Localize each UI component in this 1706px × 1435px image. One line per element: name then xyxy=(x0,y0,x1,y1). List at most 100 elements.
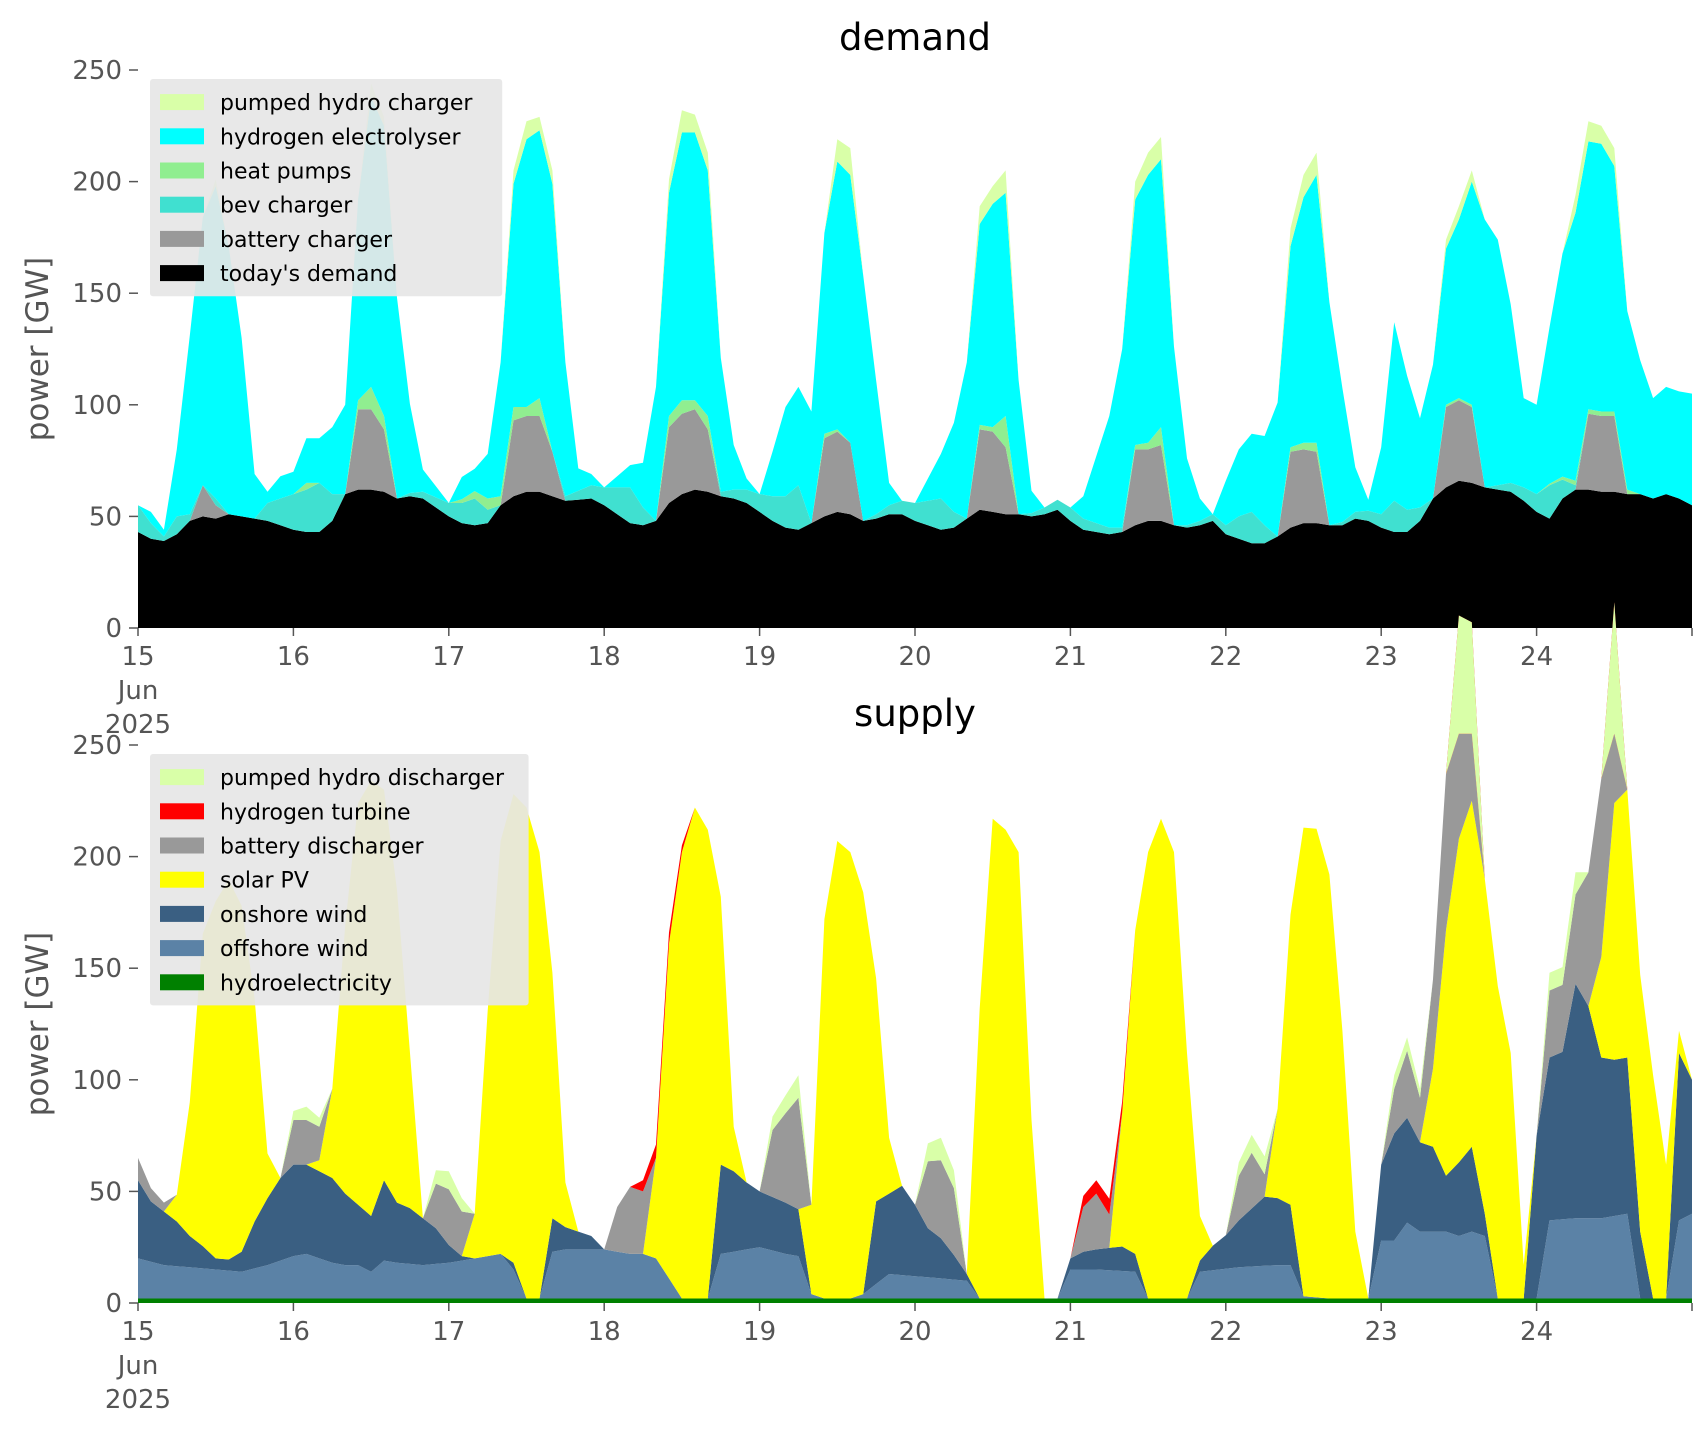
area-pumped-hydro-charger xyxy=(138,83,1692,530)
x-tick-label: 19 xyxy=(743,1317,776,1347)
legend-label-battery-discharger: battery discharger xyxy=(220,835,425,860)
legend-swatch-hydrogen-turbine xyxy=(160,803,204,820)
demand-panel: demand 0 50 100 150 200 250 power [GW] 15 Jun 2025… xyxy=(20,16,1693,740)
x-tick-label-line: 24 xyxy=(1520,642,1553,672)
area-hydroelectricity xyxy=(138,1298,1692,1303)
legend-label-onshore-wind: onshore wind xyxy=(220,903,367,928)
y-axis-label: power [GW] xyxy=(20,257,56,442)
x-tick-label: 20 xyxy=(898,1317,931,1347)
stacked-areas xyxy=(138,83,1692,628)
legend-swatch-pumped-hydro-discharger xyxy=(160,769,204,786)
legend-label-offshore-wind: offshore wind xyxy=(220,937,369,962)
x-tick-label-line: 23 xyxy=(1365,1317,1398,1347)
y-axis: 0 50 100 150 200 250 xyxy=(72,731,138,1319)
x-tick-label-line: 21 xyxy=(1054,1317,1087,1347)
legend-label-pumped-hydro-discharger: pumped hydro discharger xyxy=(220,766,505,791)
area-hydrogen-electrolyser xyxy=(138,96,1692,537)
legend-label-battery-charger: battery charger xyxy=(220,228,393,253)
x-tick-label: 16 xyxy=(277,1317,310,1347)
x-tick-label-line: 15 xyxy=(121,1317,154,1347)
legend-label-pumped-hydro-charger: pumped hydro charger xyxy=(220,91,473,116)
x-tick-label-line: 21 xyxy=(1054,642,1087,672)
supply-panel: supply 0 50 100 150 200 250 power [GW] 15 Jun 2025… xyxy=(20,602,1693,1415)
y-tick-label: 150 xyxy=(72,954,122,984)
y-axis: 0 50 100 150 200 250 xyxy=(72,56,138,644)
x-tick-label-line: 20 xyxy=(898,642,931,672)
y-tick-label: 50 xyxy=(89,1177,122,1207)
x-axis: 15 Jun 2025 16 17 18 19 20 21 22 23 24 xyxy=(105,1303,1693,1415)
area-onshore-wind xyxy=(138,983,1692,1299)
x-tick-label-line: 22 xyxy=(1209,1317,1242,1347)
y-tick-label: 200 xyxy=(72,168,122,198)
y-tick-label: 150 xyxy=(72,279,122,309)
x-tick-label: 24 xyxy=(1520,1317,1553,1347)
y-tick-label: 100 xyxy=(72,391,122,421)
x-tick-label: 22 xyxy=(1209,1317,1242,1347)
area-today-s-demand xyxy=(138,480,1692,628)
x-tick-label-line: 17 xyxy=(432,1317,465,1347)
y-tick-label: 0 xyxy=(105,614,122,644)
x-tick-label-line: 16 xyxy=(277,1317,310,1347)
legend-swatch-offshore-wind xyxy=(160,940,204,957)
x-tick-label: 18 xyxy=(588,642,621,672)
x-tick-label: 17 xyxy=(432,1317,465,1347)
x-tick-label: 18 xyxy=(588,1317,621,1347)
legend: pumped hydro charger hydrogen electrolyse… xyxy=(150,79,503,297)
x-tick-label-line: Jun xyxy=(116,1351,159,1381)
y-tick-label: 100 xyxy=(72,1066,122,1096)
x-tick-label: 24 xyxy=(1520,642,1553,672)
area-battery-charger xyxy=(138,400,1692,544)
x-tick-label-line: 2025 xyxy=(105,710,171,740)
legend-swatch-heat-pumps xyxy=(160,162,204,179)
x-tick-label: 16 xyxy=(277,642,310,672)
legend-swatch-battery-discharger xyxy=(160,837,204,854)
x-tick-label-line: 23 xyxy=(1365,642,1398,672)
chart-title: demand xyxy=(839,16,991,59)
legend-label-hydrogen-electrolyser: hydrogen electrolyser xyxy=(220,125,461,150)
legend-label-heat-pumps: heat pumps xyxy=(220,160,351,185)
y-tick-label: 200 xyxy=(72,843,122,873)
x-tick-label: 21 xyxy=(1054,642,1087,672)
legend-swatch-today-s-demand xyxy=(160,265,204,282)
area-bev-charger xyxy=(138,400,1692,544)
x-tick-label-line: 19 xyxy=(743,1317,776,1347)
legend-label-solar-pv: solar PV xyxy=(220,869,309,894)
x-tick-label: 17 xyxy=(432,642,465,672)
legend-label-bev-charger: bev charger xyxy=(220,194,353,219)
x-tick-label-line: 24 xyxy=(1520,1317,1553,1347)
x-tick-label: 23 xyxy=(1365,1317,1398,1347)
x-tick-label: 19 xyxy=(743,642,776,672)
x-tick-label-line: Jun xyxy=(116,676,159,706)
legend-label-hydrogen-turbine: hydrogen turbine xyxy=(220,800,411,825)
legend-swatch-hydroelectricity xyxy=(160,974,204,991)
legend-swatch-bev-charger xyxy=(160,196,204,213)
area-offshore-wind xyxy=(138,1213,1692,1299)
x-tick-label: 15 Jun 2025 xyxy=(105,642,171,740)
legend-swatch-solar-pv xyxy=(160,871,204,888)
x-tick-label-line: 2025 xyxy=(105,1385,171,1415)
x-tick-label-line: 19 xyxy=(743,642,776,672)
x-tick-label-line: 15 xyxy=(121,642,154,672)
x-tick-label-line: 22 xyxy=(1209,642,1242,672)
x-tick-label-line: 18 xyxy=(588,1317,621,1347)
legend: pumped hydro discharger hydrogen turbine b… xyxy=(150,754,529,1006)
x-tick-label-line: 16 xyxy=(277,642,310,672)
chart-title: supply xyxy=(854,692,976,735)
legend-box xyxy=(150,754,529,1006)
x-tick-label-line: 18 xyxy=(588,642,621,672)
legend-swatch-onshore-wind xyxy=(160,905,204,922)
x-tick-label: 21 xyxy=(1054,1317,1087,1347)
x-tick-label-line: 17 xyxy=(432,642,465,672)
legend-label-today-s-demand: today's demand xyxy=(220,262,397,287)
x-axis: 15 Jun 2025 16 17 18 19 20 21 22 23 24 xyxy=(105,628,1693,740)
y-tick-label: 250 xyxy=(72,56,122,86)
legend-box xyxy=(150,79,503,297)
x-tick-label: 20 xyxy=(898,642,931,672)
x-tick-label: 23 xyxy=(1365,642,1398,672)
y-tick-label: 250 xyxy=(72,731,122,761)
legend-label-hydroelectricity: hydroelectricity xyxy=(220,971,392,996)
y-tick-label: 50 xyxy=(89,502,122,532)
y-axis-label: power [GW] xyxy=(20,932,56,1117)
